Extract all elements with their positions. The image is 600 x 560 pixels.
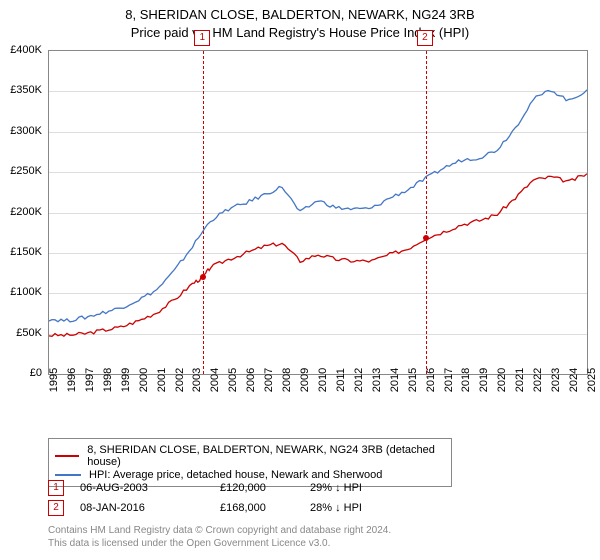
plot (48, 50, 588, 375)
x-axis-label: 1997 (84, 368, 96, 392)
footer-line-1: Contains HM Land Registry data © Crown c… (48, 524, 391, 537)
x-axis-label: 1999 (120, 368, 132, 392)
chart-title: 8, SHERIDAN CLOSE, BALDERTON, NEWARK, NG… (0, 0, 600, 41)
sale-price: £120,000 (220, 482, 310, 494)
x-axis-label: 2014 (389, 368, 401, 392)
sale-price: £168,000 (220, 502, 310, 514)
chart-area: £0£50K£100K£150K£200K£250K£300K£350K£400… (48, 50, 588, 410)
title-line-1: 8, SHERIDAN CLOSE, BALDERTON, NEWARK, NG… (0, 6, 600, 24)
title-line-2: Price paid vs. HM Land Registry's House … (0, 24, 600, 42)
y-axis-label: £250K (10, 165, 42, 177)
y-axis-label: £50K (16, 327, 42, 339)
sale-row-flag: 1 (48, 480, 64, 496)
sales-table: 1 06-AUG-2003£120,00029% ↓ HPI 2 08-JAN-201… (48, 480, 400, 520)
x-axis-label: 2011 (335, 368, 347, 392)
x-axis-label: 2019 (478, 368, 490, 392)
footer-line-2: This data is licensed under the Open Gov… (48, 537, 391, 550)
y-axis-label: £400K (10, 44, 42, 56)
x-axis-label: 2000 (138, 368, 150, 392)
sale-flag: 1 (194, 30, 210, 46)
x-axis-label: 2016 (425, 368, 437, 392)
x-axis-label: 2006 (245, 368, 257, 392)
x-axis-label: 2024 (568, 368, 580, 392)
x-axis-label: 2017 (443, 368, 455, 392)
x-axis-label: 2008 (281, 368, 293, 392)
x-axis-label: 2015 (407, 368, 419, 392)
x-axis-label: 2010 (317, 368, 329, 392)
sale-date: 08-JAN-2016 (80, 502, 220, 514)
x-axis-label: 2022 (532, 368, 544, 392)
sale-vs-hpi: 28% ↓ HPI (310, 502, 400, 514)
x-axis-label: 2023 (550, 368, 562, 392)
x-axis-label: 2003 (191, 368, 203, 392)
legend-item: 8, SHERIDAN CLOSE, BALDERTON, NEWARK, NG… (55, 444, 445, 468)
sale-row: 2 08-JAN-2016£168,00028% ↓ HPI (48, 500, 400, 516)
x-axis-label: 2021 (514, 368, 526, 392)
legend-label: 8, SHERIDAN CLOSE, BALDERTON, NEWARK, NG… (87, 444, 445, 468)
y-axis-label: £300K (10, 125, 42, 137)
line-svg (49, 51, 587, 374)
y-axis-label: £150K (10, 246, 42, 258)
x-axis-label: 2020 (496, 368, 508, 392)
x-axis-label: 2025 (586, 368, 598, 392)
x-axis-label: 2013 (371, 368, 383, 392)
y-axis-label: £350K (10, 84, 42, 96)
x-axis-label: 2007 (263, 368, 275, 392)
series-line-property (49, 174, 587, 337)
x-axis-label: 1996 (66, 368, 78, 392)
legend-swatch (55, 474, 81, 476)
x-axis-label: 2009 (299, 368, 311, 392)
legend-swatch (55, 455, 79, 457)
x-axis-label: 1998 (102, 368, 114, 392)
x-axis-label: 2001 (156, 368, 168, 392)
y-axis-label: £0 (30, 367, 42, 379)
x-axis-label: 1995 (48, 368, 60, 392)
sale-row: 1 06-AUG-2003£120,00029% ↓ HPI (48, 480, 400, 496)
x-axis-label: 2002 (174, 368, 186, 392)
sale-marker-dot (423, 235, 429, 241)
y-axis-label: £200K (10, 206, 42, 218)
sale-marker-dot (200, 274, 206, 280)
series-line-hpi (49, 90, 587, 322)
x-axis-label: 2012 (353, 368, 365, 392)
footer: Contains HM Land Registry data © Crown c… (48, 524, 391, 550)
sale-row-flag: 2 (48, 500, 64, 516)
sale-date: 06-AUG-2003 (80, 482, 220, 494)
y-axis-label: £100K (10, 286, 42, 298)
x-axis-label: 2005 (227, 368, 239, 392)
x-axis-label: 2004 (209, 368, 221, 392)
sale-flag: 2 (417, 30, 433, 46)
x-axis-label: 2018 (460, 368, 472, 392)
sale-vs-hpi: 29% ↓ HPI (310, 482, 400, 494)
